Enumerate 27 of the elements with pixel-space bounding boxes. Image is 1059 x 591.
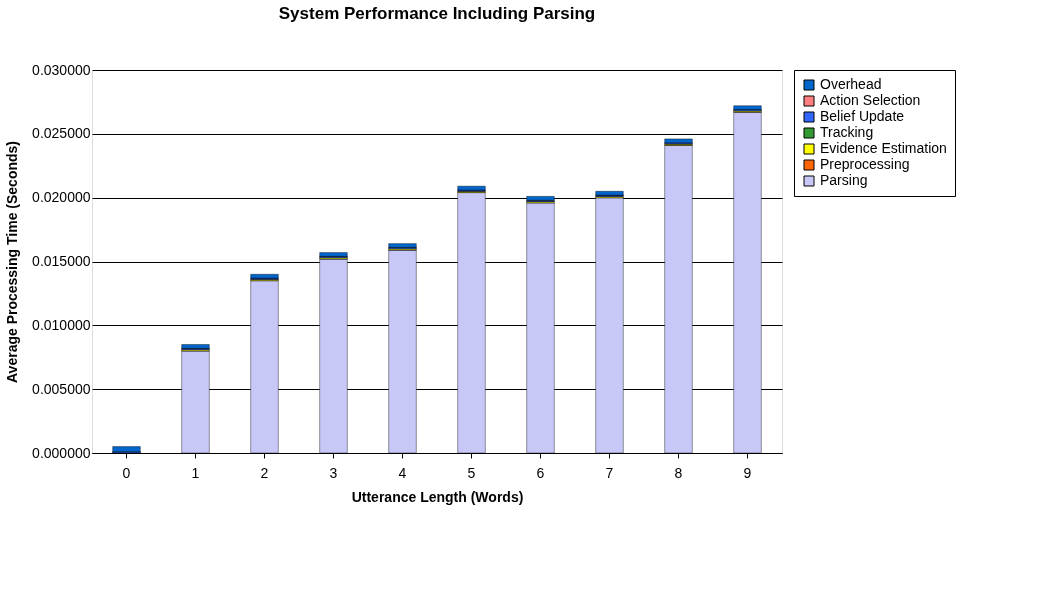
legend-label: Parsing <box>820 172 868 188</box>
y-tick-label: 0.030000 <box>32 61 91 78</box>
legend-label: Overhead <box>820 76 882 92</box>
x-tick-label: 9 <box>743 464 752 481</box>
y-tick-label: 0.000000 <box>32 444 91 461</box>
legend-label: Evidence Estimation <box>820 140 947 156</box>
x-tick-label: 7 <box>605 464 614 481</box>
legend-label: Belief Update <box>820 108 905 124</box>
x-tick-label: 6 <box>536 464 545 481</box>
x-tick-label: 0 <box>122 464 131 481</box>
y-tick-label: 0.005000 <box>32 380 91 397</box>
y-tick-label: 0.020000 <box>32 189 91 206</box>
x-tick-label: 8 <box>674 464 683 481</box>
y-axis-title: Average Processing Time (Seconds) <box>4 141 21 383</box>
y-tick-label: 0.025000 <box>32 125 91 142</box>
x-tick-label: 3 <box>329 464 338 481</box>
legend-label: Preprocessing <box>820 156 910 172</box>
legend-label: Action Selection <box>820 92 921 108</box>
x-tick-label: 2 <box>260 464 269 481</box>
x-tick-label: 5 <box>467 464 476 481</box>
x-axis-title: Utterance Length (Words) <box>351 488 524 505</box>
y-tick-label: 0.010000 <box>32 316 91 333</box>
chart-title: System Performance Including Parsing <box>278 4 596 23</box>
legend-label: Tracking <box>820 124 874 140</box>
y-tick-label: 0.015000 <box>32 253 91 269</box>
x-tick-label: 1 <box>191 464 200 481</box>
x-tick-label: 4 <box>398 464 407 481</box>
